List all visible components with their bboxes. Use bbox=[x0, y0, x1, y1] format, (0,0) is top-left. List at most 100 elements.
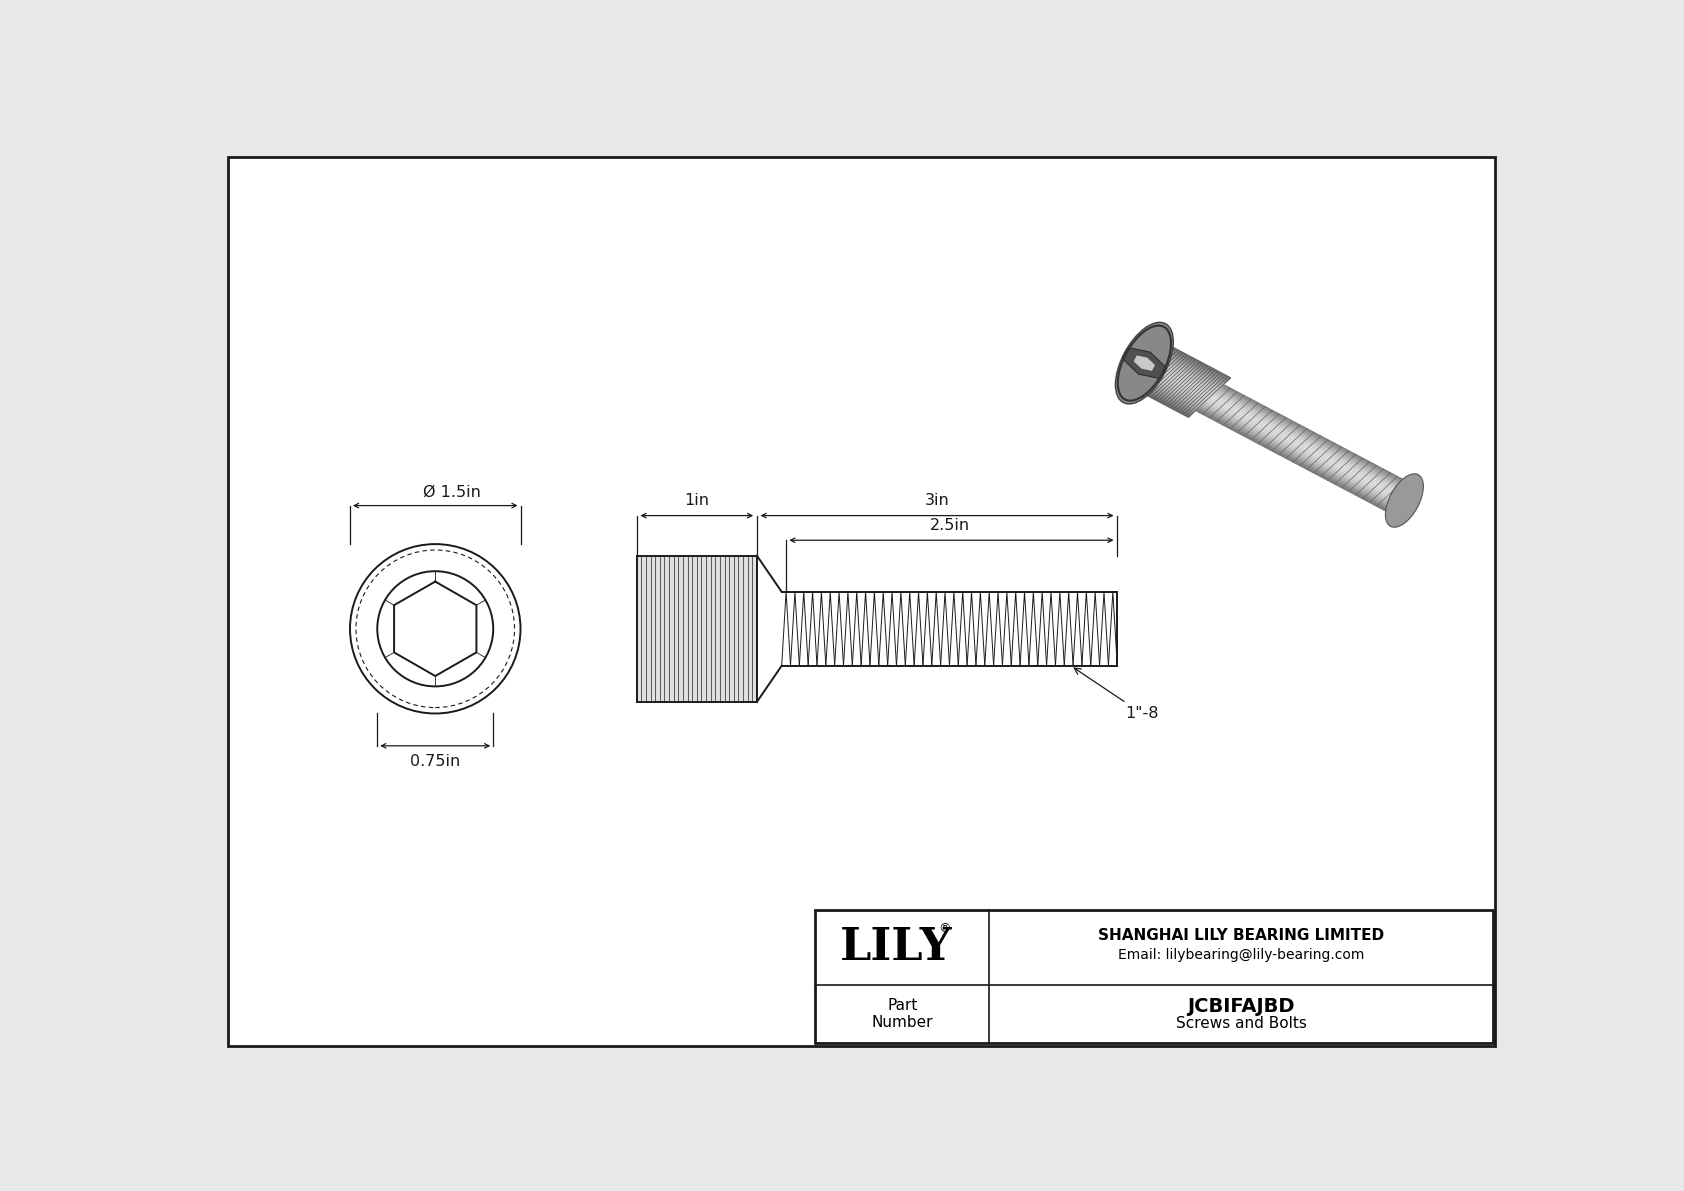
Polygon shape bbox=[1155, 353, 1221, 388]
Bar bbox=[637, 556, 756, 701]
Text: Email: lilybearing@lily-bearing.com: Email: lilybearing@lily-bearing.com bbox=[1118, 948, 1364, 962]
Text: JCBIFAJBD: JCBIFAJBD bbox=[1187, 997, 1295, 1016]
Polygon shape bbox=[1160, 348, 1226, 382]
Polygon shape bbox=[1154, 355, 1219, 389]
Text: LILY: LILY bbox=[840, 927, 951, 969]
Text: Ø 1.5in: Ø 1.5in bbox=[423, 485, 482, 499]
Polygon shape bbox=[1127, 379, 1192, 414]
Polygon shape bbox=[1138, 368, 1204, 403]
Polygon shape bbox=[1209, 398, 1404, 501]
Polygon shape bbox=[1123, 382, 1189, 417]
Polygon shape bbox=[1201, 405, 1396, 509]
Polygon shape bbox=[1127, 380, 1192, 414]
Polygon shape bbox=[1212, 394, 1408, 498]
Polygon shape bbox=[1133, 374, 1199, 409]
Polygon shape bbox=[1219, 387, 1416, 491]
Polygon shape bbox=[1164, 345, 1229, 380]
Polygon shape bbox=[1214, 393, 1410, 497]
Text: ®: ® bbox=[938, 922, 951, 935]
Polygon shape bbox=[1219, 388, 1415, 492]
Polygon shape bbox=[1162, 347, 1228, 381]
Polygon shape bbox=[1143, 364, 1209, 399]
Polygon shape bbox=[1199, 407, 1394, 511]
Polygon shape bbox=[1211, 395, 1408, 499]
Polygon shape bbox=[1223, 385, 1418, 488]
Polygon shape bbox=[1204, 403, 1399, 506]
Polygon shape bbox=[1132, 374, 1197, 410]
Polygon shape bbox=[1202, 404, 1398, 506]
Polygon shape bbox=[1221, 387, 1416, 491]
Polygon shape bbox=[1147, 360, 1212, 395]
Polygon shape bbox=[1138, 369, 1204, 404]
Polygon shape bbox=[1219, 387, 1415, 491]
Polygon shape bbox=[1207, 399, 1403, 503]
Polygon shape bbox=[1155, 353, 1221, 387]
Polygon shape bbox=[1135, 372, 1201, 406]
Polygon shape bbox=[1209, 397, 1404, 500]
Polygon shape bbox=[1123, 348, 1167, 379]
Polygon shape bbox=[1148, 358, 1214, 393]
Polygon shape bbox=[1145, 362, 1211, 397]
Polygon shape bbox=[1160, 348, 1226, 384]
Polygon shape bbox=[1135, 372, 1201, 407]
Ellipse shape bbox=[1386, 474, 1423, 528]
Polygon shape bbox=[1135, 356, 1154, 370]
Polygon shape bbox=[1125, 381, 1191, 417]
Polygon shape bbox=[1196, 410, 1391, 513]
Polygon shape bbox=[1125, 380, 1191, 416]
Polygon shape bbox=[1214, 392, 1410, 495]
Text: Part
Number: Part Number bbox=[871, 998, 933, 1030]
Ellipse shape bbox=[1115, 323, 1174, 404]
Polygon shape bbox=[1221, 386, 1416, 490]
Polygon shape bbox=[1204, 401, 1399, 505]
Polygon shape bbox=[1150, 357, 1216, 392]
Polygon shape bbox=[1206, 400, 1401, 504]
Polygon shape bbox=[1147, 361, 1212, 395]
Polygon shape bbox=[1132, 375, 1197, 410]
Text: 3in: 3in bbox=[925, 493, 950, 507]
Polygon shape bbox=[1150, 357, 1216, 393]
Polygon shape bbox=[1197, 407, 1393, 511]
Polygon shape bbox=[1216, 391, 1411, 494]
Polygon shape bbox=[1206, 400, 1401, 504]
Bar bbox=[815, 910, 1494, 1043]
Polygon shape bbox=[1218, 388, 1415, 492]
Polygon shape bbox=[1164, 344, 1229, 380]
Polygon shape bbox=[1199, 407, 1394, 510]
Polygon shape bbox=[1206, 401, 1401, 505]
Polygon shape bbox=[1159, 349, 1224, 384]
Polygon shape bbox=[1211, 395, 1406, 499]
Polygon shape bbox=[1212, 393, 1410, 497]
Text: 2.5in: 2.5in bbox=[930, 518, 970, 532]
Polygon shape bbox=[1202, 404, 1398, 507]
Polygon shape bbox=[1197, 409, 1393, 512]
Text: Screws and Bolts: Screws and Bolts bbox=[1175, 1016, 1307, 1031]
Text: 0.75in: 0.75in bbox=[411, 754, 460, 768]
Polygon shape bbox=[1130, 376, 1196, 412]
Polygon shape bbox=[1148, 360, 1214, 394]
Polygon shape bbox=[1202, 404, 1398, 507]
Polygon shape bbox=[1207, 399, 1403, 503]
Polygon shape bbox=[1204, 403, 1399, 506]
Polygon shape bbox=[1209, 398, 1404, 501]
Polygon shape bbox=[1133, 373, 1199, 407]
Polygon shape bbox=[1165, 343, 1231, 379]
Polygon shape bbox=[1159, 350, 1224, 385]
Polygon shape bbox=[1207, 399, 1403, 503]
Polygon shape bbox=[1140, 367, 1206, 403]
Polygon shape bbox=[1212, 394, 1408, 498]
Polygon shape bbox=[1216, 391, 1413, 494]
Polygon shape bbox=[1211, 395, 1406, 499]
Polygon shape bbox=[1128, 378, 1194, 412]
Polygon shape bbox=[1140, 367, 1206, 401]
Polygon shape bbox=[1218, 389, 1413, 493]
Polygon shape bbox=[1154, 354, 1219, 388]
Polygon shape bbox=[1142, 366, 1207, 400]
Polygon shape bbox=[1142, 364, 1207, 400]
Polygon shape bbox=[1197, 409, 1393, 512]
Polygon shape bbox=[1199, 406, 1394, 510]
Polygon shape bbox=[1157, 351, 1223, 386]
Polygon shape bbox=[1196, 410, 1391, 513]
Polygon shape bbox=[1137, 370, 1202, 405]
Polygon shape bbox=[1162, 345, 1228, 381]
